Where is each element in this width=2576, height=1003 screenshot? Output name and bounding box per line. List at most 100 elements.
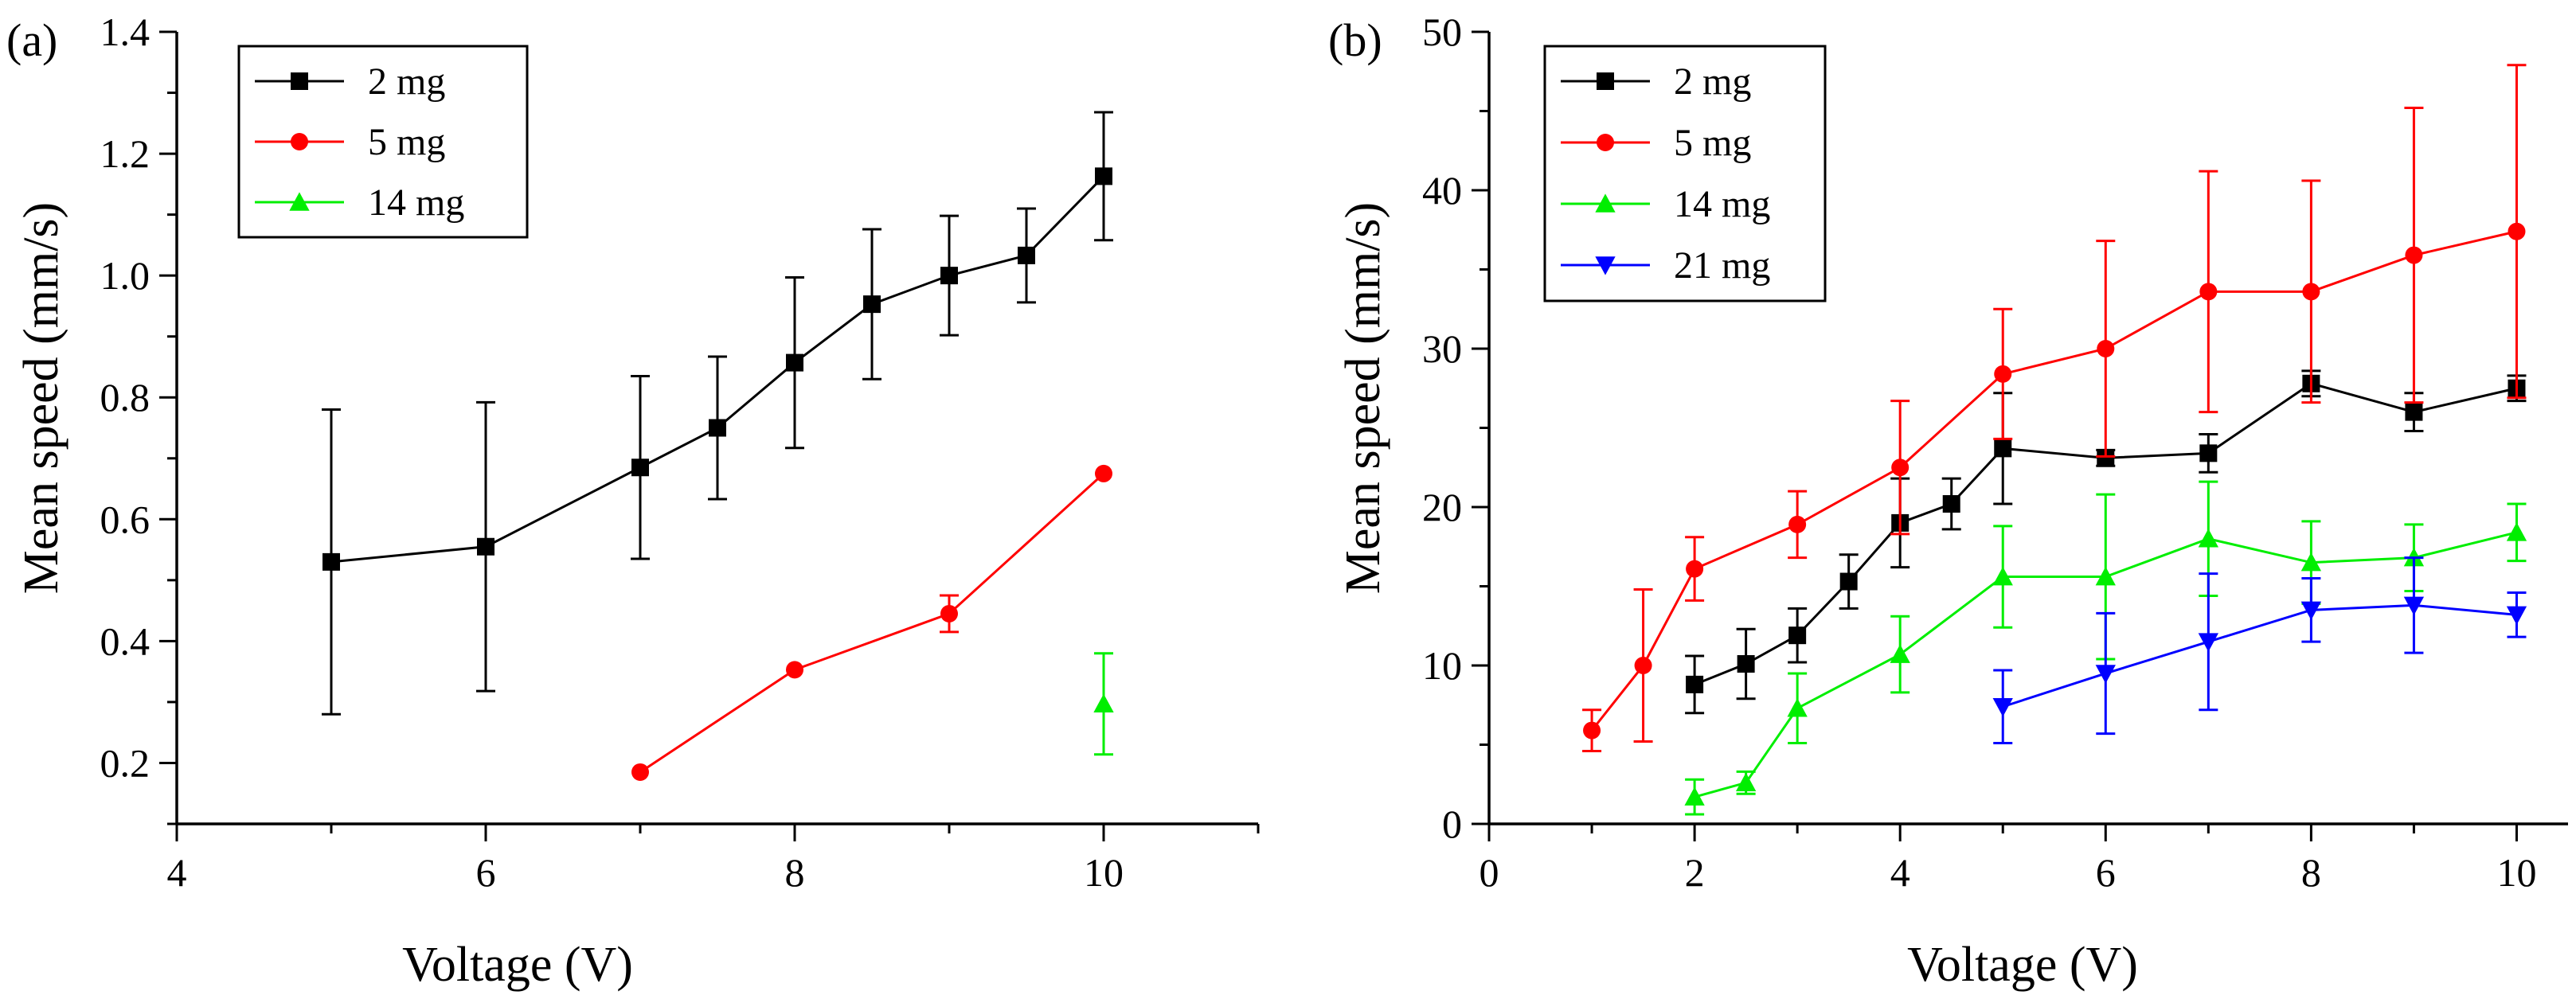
legend-item: 5 mg xyxy=(1561,122,1751,164)
data-point xyxy=(1686,560,1704,578)
data-point xyxy=(2302,283,2320,301)
series-line xyxy=(1590,230,2517,732)
data-point xyxy=(2506,522,2527,541)
panel-b-y-axis-label: Mean speed (mm/s) xyxy=(1336,202,1390,594)
legend-label: 14 mg xyxy=(1674,183,1770,225)
panel-a-legend: 2 mg 5 mg 14 mg xyxy=(237,45,529,239)
panel-b-y-tick-label: 50 xyxy=(1422,10,1462,54)
data-point xyxy=(631,459,649,477)
data-point xyxy=(2095,665,2116,684)
panel-a-y-tick-label: 0.2 xyxy=(100,740,150,785)
panel-a-x-axis-label: Voltage (V) xyxy=(402,938,633,992)
panel-a-x-tick-label: 4 xyxy=(167,850,187,895)
legend-marker xyxy=(1597,134,1614,151)
data-point xyxy=(1942,495,1960,513)
panel-b-x-tick-label: 6 xyxy=(2096,850,2116,895)
data-point xyxy=(786,353,803,372)
panel-b-y-tick-label: 0 xyxy=(1442,802,1462,846)
panel-b-y-tick-label: 40 xyxy=(1422,168,1462,213)
panel-a-y-tick-label: 1.2 xyxy=(100,131,150,176)
legend-label: 2 mg xyxy=(1674,60,1751,103)
legend-label: 14 mg xyxy=(368,181,464,224)
legend-marker xyxy=(1597,72,1614,90)
data-point xyxy=(1093,693,1114,712)
data-point xyxy=(2403,596,2425,616)
data-point xyxy=(1095,167,1112,185)
legend-marker xyxy=(291,133,308,150)
panel-a-plot: 4 6 8 10 0.2 0.4 0.6 0.8 1.0 1.2 1.4 2 mg 5 mg 14 mg xyxy=(100,10,1260,895)
panel-a-x-tick-label: 6 xyxy=(476,850,496,895)
panel-b-y-tick-label: 30 xyxy=(1422,326,1462,371)
legend-marker xyxy=(1595,256,1616,275)
data-point xyxy=(1735,772,1757,792)
legend-item: 2 mg xyxy=(1561,60,1751,103)
panel-a-series-5mg xyxy=(631,464,1112,781)
data-point xyxy=(1992,697,2013,717)
panel-a-series-14mg xyxy=(1093,652,1114,756)
panel-a-y-tick-label: 0.8 xyxy=(100,375,150,420)
panel-a-x-tick-label: 8 xyxy=(785,850,805,895)
data-point xyxy=(863,295,881,314)
panel-a: (a) 4 6 8 10 0.2 0.4 0.6 0.8 1.0 1.2 1.4 2 mg 5 mg 14… xyxy=(6,10,1260,992)
panel-b-x-axis-label: Voltage (V) xyxy=(1907,938,2138,992)
data-point xyxy=(631,763,649,781)
data-point xyxy=(1994,365,2012,383)
panel-b-x-tick-label: 8 xyxy=(2301,850,2321,895)
legend-marker xyxy=(291,72,308,90)
data-point xyxy=(2506,606,2527,625)
panel-b-series-5mg xyxy=(1582,64,2527,752)
data-point xyxy=(1788,626,1807,645)
legend-item: 14 mg xyxy=(1561,183,1770,225)
panel-a-y-axis-label: Mean speed (mm/s) xyxy=(14,202,68,594)
panel-b-plot: 0 2 4 6 8 10 0 10 20 30 40 50 2 mg 5 mg 14 mg 21 mg xyxy=(1422,10,2568,895)
data-point xyxy=(2300,552,2322,572)
data-point xyxy=(2199,444,2218,462)
data-point xyxy=(2300,601,2322,620)
data-point xyxy=(2198,633,2218,652)
data-point xyxy=(2097,449,2115,467)
legend-marker xyxy=(1595,193,1616,213)
series-line xyxy=(2002,603,2517,708)
data-point xyxy=(2198,529,2218,548)
data-point xyxy=(1095,464,1112,482)
panel-a-x-tick-label: 10 xyxy=(1084,850,1124,895)
data-point xyxy=(2095,566,2116,586)
panel-a-y-tick-label: 1.4 xyxy=(100,10,150,54)
data-point xyxy=(940,604,958,622)
data-point xyxy=(1788,515,1807,533)
data-point xyxy=(1839,572,1858,591)
panel-b-series-21mg xyxy=(1992,556,2527,745)
legend-item: 14 mg xyxy=(255,181,464,224)
data-point xyxy=(1994,439,2012,458)
data-point xyxy=(786,661,803,679)
panel-a-y-tick-label: 0.6 xyxy=(100,497,150,541)
series-line xyxy=(1694,531,2517,798)
series-line xyxy=(639,472,1105,774)
data-point xyxy=(1684,786,1705,806)
panel-a-series-2mg xyxy=(322,111,1113,716)
panel-a-y-tick-label: 1.0 xyxy=(100,253,150,298)
legend-item: 2 mg xyxy=(255,60,445,103)
legend-item: 5 mg xyxy=(255,121,445,163)
legend-box xyxy=(1543,45,1827,302)
panel-a-label: (a) xyxy=(6,14,57,66)
data-point xyxy=(1686,675,1704,693)
data-point xyxy=(1787,698,1808,717)
data-point xyxy=(1737,655,1755,673)
data-point xyxy=(2405,246,2423,264)
legend-label: 2 mg xyxy=(368,60,445,103)
data-point xyxy=(322,552,340,571)
data-point xyxy=(2405,403,2423,421)
panel-b-x-tick-label: 2 xyxy=(1685,850,1705,895)
panel-b-x-tick-label: 10 xyxy=(2496,850,2536,895)
data-point xyxy=(1890,644,1910,663)
data-point xyxy=(2508,222,2526,240)
panel-b-x-tick-label: 0 xyxy=(1480,850,1499,895)
legend-marker xyxy=(289,192,310,211)
panel-b-x-tick-label: 4 xyxy=(1890,850,1910,895)
legend-item: 21 mg xyxy=(1561,244,1770,287)
panel-b-legend: 2 mg 5 mg 14 mg 21 mg xyxy=(1543,45,1827,302)
legend-label: 5 mg xyxy=(1674,122,1751,164)
data-point xyxy=(1992,566,2013,586)
